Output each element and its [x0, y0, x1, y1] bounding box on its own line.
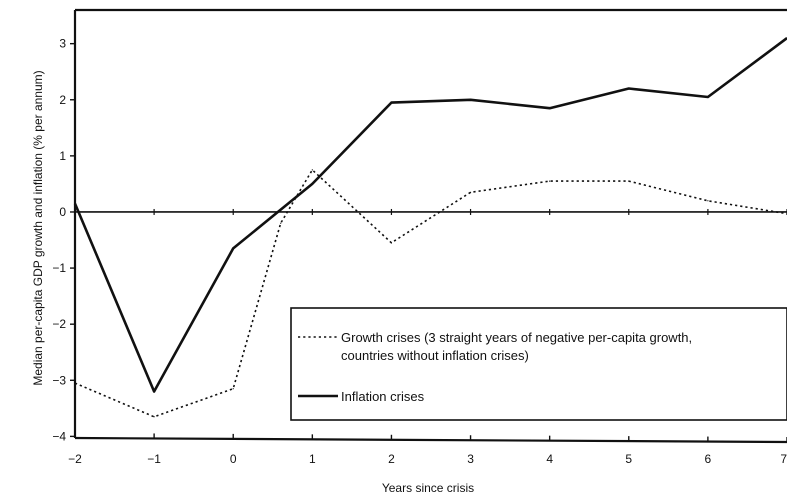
x-tick-label: 5 [625, 452, 632, 466]
x-axis-title: Years since crisis [382, 481, 474, 495]
growth-crises-point [469, 191, 472, 193]
growth-crises-point [707, 200, 709, 202]
x-tick-label: 2 [388, 452, 395, 466]
x-axis-line [74, 436, 787, 444]
legend: Growth crises (3 straight years of negat… [290, 307, 787, 421]
x-tick-label: 7 [780, 452, 787, 466]
inflation-crises-point [549, 107, 551, 109]
y-axis-title: Median per-capita GDP growth and inflati… [31, 70, 45, 385]
growth-crises-point [549, 180, 551, 182]
series-inflation-crises-line [73, 37, 787, 393]
plot-frame [73, 8, 787, 444]
x-tick-label: −1 [147, 452, 161, 466]
x-tick-label: 0 [230, 452, 237, 466]
inflation-crises-point [469, 99, 472, 101]
x-tick-label: 1 [309, 452, 316, 466]
y-tick-label: −2 [52, 317, 66, 331]
y-tick-label: −3 [52, 373, 66, 387]
y-tick-label: 0 [59, 205, 66, 219]
axes: −4 −3 −2 −1 0 1 2 3 −2 −1 0 1 2 3 4 5 6 7 [52, 37, 787, 466]
growth-crises-point [280, 222, 282, 224]
series-group [73, 37, 787, 418]
y-tick-label: 2 [59, 93, 66, 107]
legend-box [290, 307, 787, 421]
x-tick-label: 4 [546, 452, 553, 466]
inflation-crises-point [74, 202, 76, 205]
growth-crises-point [74, 382, 76, 384]
growth-crises-point [232, 388, 234, 390]
y-tick-label: 1 [59, 149, 66, 163]
growth-crises-point [628, 180, 630, 182]
x-tick-label: 6 [705, 452, 712, 466]
inflation-crises-point [628, 87, 630, 90]
inflation-crises-point [390, 101, 393, 104]
legend-label: Growth crises (3 straight years of negat… [341, 330, 692, 345]
x-tick-label: −2 [68, 452, 82, 466]
y-tick-label: −4 [52, 429, 66, 443]
y-tick-label: −1 [52, 261, 66, 275]
inflation-crises-point [707, 96, 709, 98]
y-tick-label: 3 [59, 37, 66, 51]
x-tick-label: 3 [467, 452, 474, 466]
growth-crises-point [153, 416, 155, 418]
growth-crises-point [390, 242, 393, 244]
growth-crises-point [311, 169, 313, 171]
inflation-crises-point [311, 183, 313, 185]
legend-label: Inflation crises [341, 389, 425, 404]
inflation-crises-point [232, 247, 234, 250]
legend-label: countries without inflation crises) [341, 348, 529, 363]
inflation-crises-point [153, 390, 155, 393]
